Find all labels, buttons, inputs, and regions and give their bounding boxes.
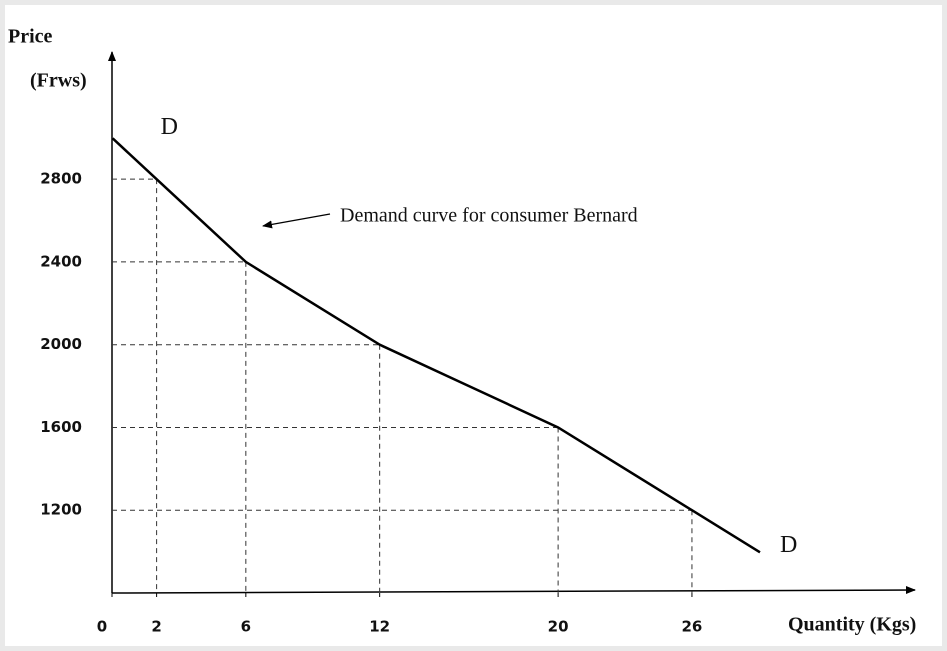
y-tick-label: 2800 — [40, 170, 82, 188]
plot-background — [5, 5, 942, 646]
x-axis — [111, 586, 916, 595]
x-tick-label: 2 — [151, 618, 161, 636]
y-tick-label: 2000 — [40, 335, 82, 353]
annotation: Demand curve for consumer Bernard — [340, 205, 638, 227]
x-axis-label: Quantity (Kgs) — [788, 614, 916, 636]
demand-curve — [111, 137, 761, 554]
x-tick-label: 20 — [548, 618, 569, 636]
y-axis-label: Price — [8, 26, 53, 48]
x-tick-label: 0 — [97, 618, 107, 636]
annotation-arrow — [262, 213, 331, 229]
curve-label: D — [161, 114, 178, 140]
x-tick-label: 26 — [682, 618, 703, 636]
x-tick-label: 12 — [369, 618, 390, 636]
y-tick-label: 2400 — [40, 252, 82, 270]
y-tick-label: 1200 — [40, 501, 82, 519]
y-axis-unit: (Frws) — [30, 70, 87, 92]
x-tick-label: 6 — [241, 618, 251, 636]
y-tick-label: 1600 — [40, 418, 82, 436]
curve-label: D — [780, 532, 797, 558]
